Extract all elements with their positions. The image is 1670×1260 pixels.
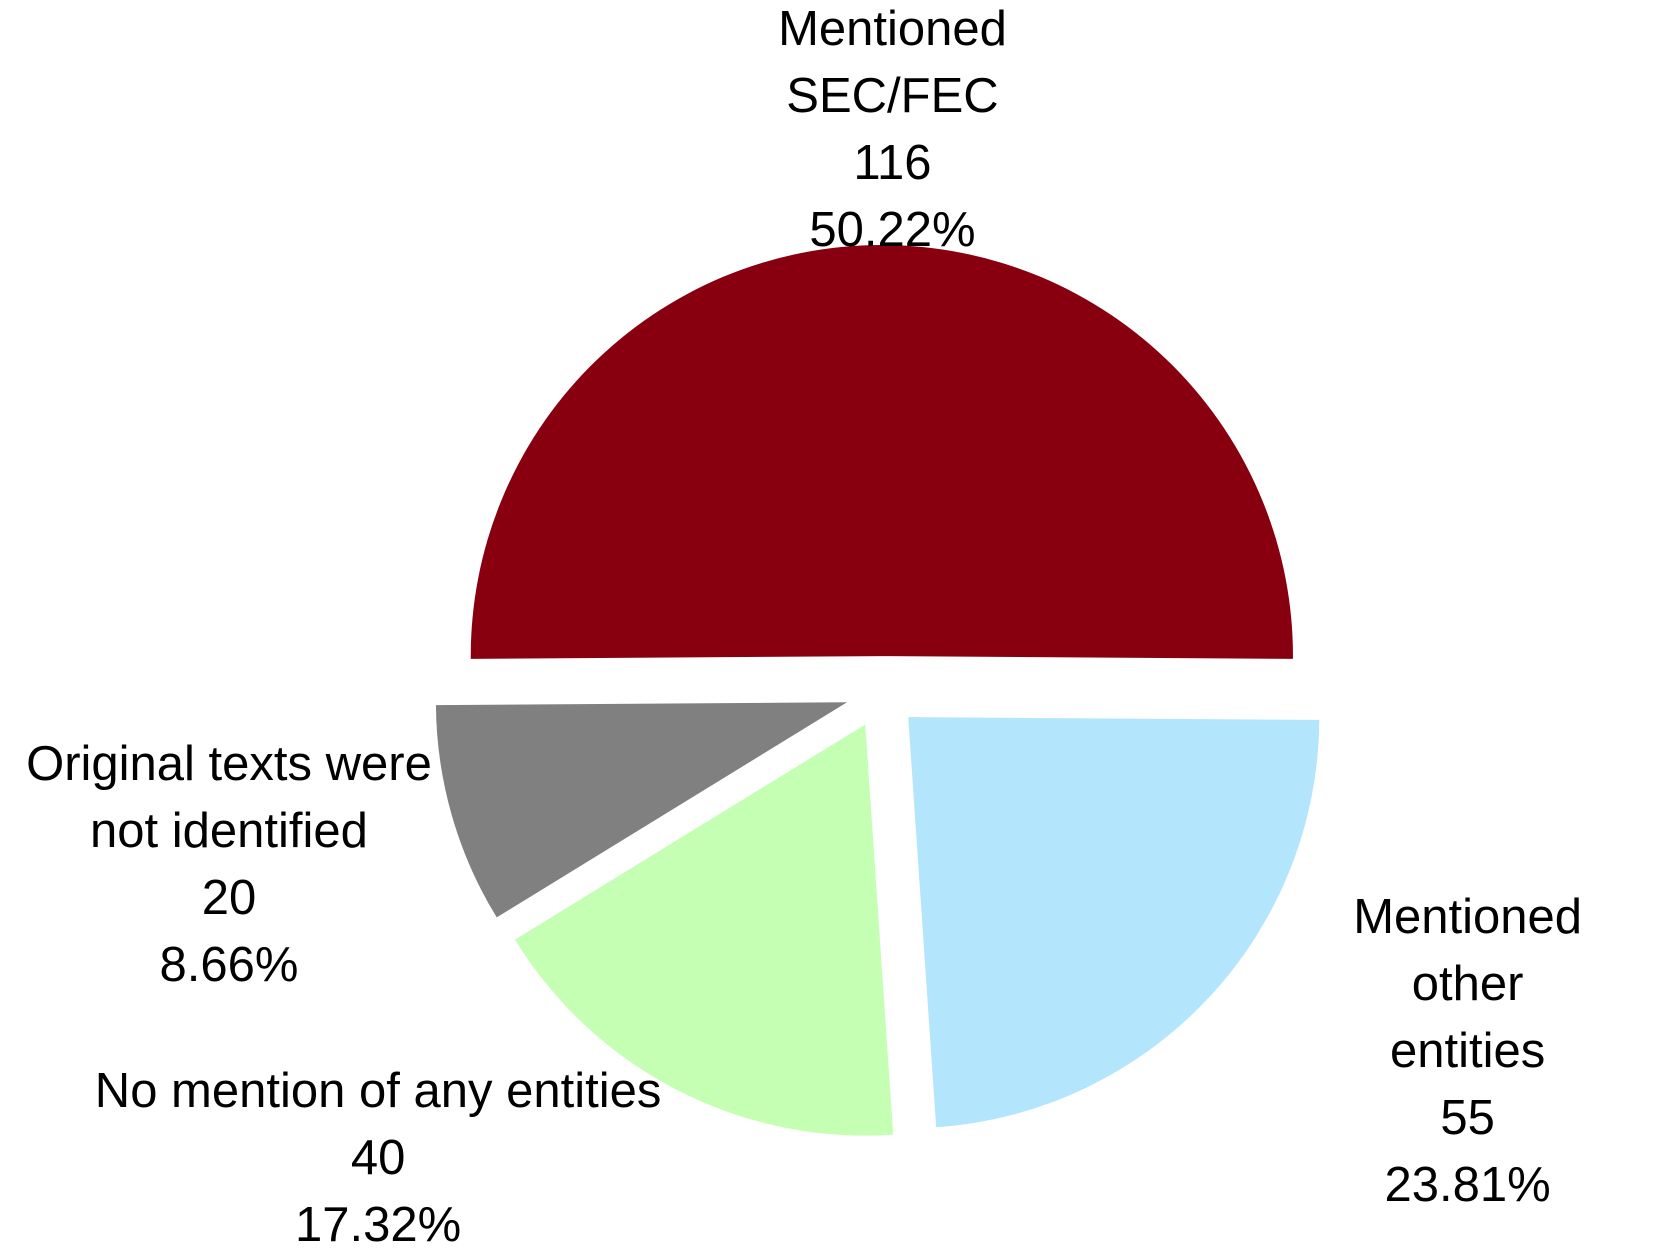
count-label: 40 — [350, 1130, 406, 1185]
count-label: 55 — [1440, 1090, 1495, 1145]
pie-slice — [470, 244, 1293, 659]
percent-label: 23.81% — [1384, 1157, 1551, 1212]
count-label: 116 — [853, 135, 932, 190]
percent-label: 17.32% — [294, 1197, 462, 1252]
slice-label: Original texts were not identified 20 8.66… — [26, 731, 432, 999]
category-label: Mentioned other entities — [1353, 889, 1583, 1078]
category-label: Mentioned SEC/FEC — [778, 1, 1007, 123]
pie-slice — [435, 702, 848, 918]
percent-label: 8.66% — [159, 937, 299, 992]
slice-label: Mentioned other entities 55 23.81% — [1353, 884, 1582, 1219]
count-label: 20 — [201, 870, 257, 925]
category-label: Original texts were not identified — [26, 736, 432, 858]
slice-label: Mentioned SEC/FEC 116 50.22% — [778, 0, 1007, 264]
slice-label: No mention of any entities 40 17.32% — [95, 1058, 662, 1259]
percent-label: 50.22% — [809, 202, 976, 257]
pie-slice — [908, 717, 1320, 1128]
category-label: No mention of any entities — [94, 1063, 662, 1118]
pie-slice — [514, 724, 894, 1136]
